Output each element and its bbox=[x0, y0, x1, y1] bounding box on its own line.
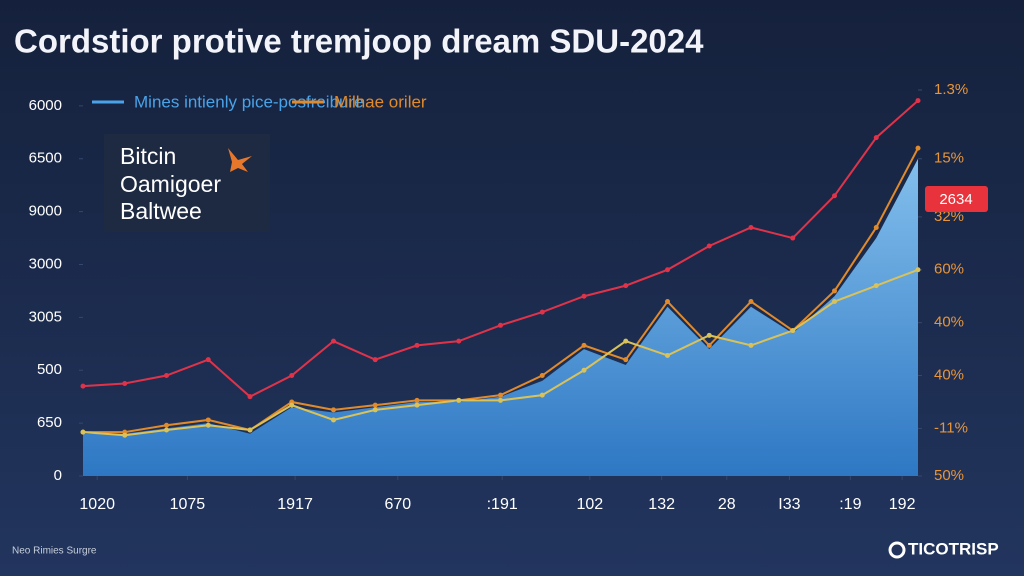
footer-left: Neo Rimies Surgre bbox=[12, 546, 97, 557]
x-tick-label: 1917 bbox=[277, 496, 313, 513]
point bbox=[247, 427, 253, 433]
y2-tick-label: 40% bbox=[934, 314, 964, 331]
x-tick-label: 1020 bbox=[79, 496, 115, 513]
leaf-icon bbox=[228, 148, 252, 172]
x-tick-label: :19 bbox=[839, 496, 861, 513]
y-tick-label: 0 bbox=[54, 467, 62, 484]
point bbox=[748, 224, 754, 230]
y-tick-label: 3000 bbox=[29, 255, 62, 272]
point bbox=[915, 145, 921, 151]
point bbox=[80, 383, 86, 389]
point bbox=[832, 299, 837, 305]
point bbox=[122, 432, 128, 438]
point bbox=[748, 299, 754, 305]
point bbox=[331, 417, 336, 423]
x-tick-label: I33 bbox=[778, 496, 800, 513]
point bbox=[164, 427, 169, 433]
point bbox=[205, 417, 211, 423]
point bbox=[665, 299, 670, 305]
y-tick-label: 9000 bbox=[29, 203, 62, 220]
point bbox=[289, 402, 295, 408]
point bbox=[623, 283, 629, 289]
y2-tick-label: 50% bbox=[934, 467, 964, 484]
point bbox=[372, 407, 378, 413]
point bbox=[80, 429, 86, 435]
badge-text: 2634 bbox=[939, 191, 972, 208]
point bbox=[873, 224, 879, 230]
point bbox=[873, 283, 879, 289]
y2-tick-label: 32% bbox=[934, 208, 964, 225]
point bbox=[456, 338, 462, 344]
point bbox=[498, 397, 503, 403]
point bbox=[414, 342, 420, 348]
y2-tick-label: -11% bbox=[934, 419, 968, 436]
point bbox=[456, 397, 462, 403]
badge bbox=[925, 186, 988, 212]
point bbox=[873, 135, 879, 141]
point bbox=[623, 338, 629, 344]
point bbox=[289, 373, 295, 379]
point bbox=[498, 322, 503, 328]
chart-title: Cordstior protive tremjoop dream SDU-202… bbox=[14, 23, 704, 60]
point bbox=[581, 367, 587, 373]
point bbox=[706, 342, 712, 348]
footer-right: TICOTRISP bbox=[908, 539, 999, 558]
point bbox=[915, 267, 921, 273]
point bbox=[748, 342, 754, 348]
area bbox=[83, 158, 918, 476]
point bbox=[372, 402, 378, 408]
y-tick-label: 650 bbox=[37, 414, 62, 431]
point bbox=[164, 422, 169, 428]
point bbox=[414, 402, 420, 408]
info-box bbox=[104, 134, 270, 232]
point bbox=[706, 243, 712, 249]
point bbox=[498, 392, 503, 398]
point bbox=[623, 357, 629, 363]
point bbox=[247, 394, 253, 400]
x-tick-label: 1075 bbox=[170, 496, 206, 513]
logo-icon bbox=[888, 541, 906, 559]
box-line: Bitcin bbox=[120, 143, 176, 169]
point bbox=[581, 342, 587, 348]
legend-label: Milhae oriler bbox=[334, 92, 427, 111]
point bbox=[164, 373, 169, 379]
y-tick-label: 3005 bbox=[29, 308, 62, 325]
x-tick-label: 132 bbox=[648, 496, 675, 513]
point bbox=[539, 373, 545, 379]
point bbox=[205, 357, 211, 363]
point bbox=[832, 193, 837, 199]
point bbox=[790, 235, 796, 241]
point bbox=[539, 392, 545, 398]
x-tick-label: 102 bbox=[576, 496, 603, 513]
x-tick-label: 670 bbox=[384, 496, 411, 513]
y2-tick-label: 15% bbox=[934, 150, 964, 167]
point bbox=[414, 397, 420, 403]
point bbox=[539, 309, 545, 315]
point bbox=[665, 267, 670, 273]
point bbox=[372, 357, 378, 363]
y-tick-label: 6500 bbox=[29, 150, 62, 167]
point bbox=[122, 380, 128, 386]
legend-label: Mines intienly pice-posfreibure bbox=[134, 92, 364, 111]
point bbox=[832, 288, 837, 294]
x-tick-label: :191 bbox=[487, 496, 518, 513]
point bbox=[581, 293, 587, 299]
point bbox=[205, 422, 211, 428]
y-tick-label: 6000 bbox=[29, 97, 62, 114]
point bbox=[665, 352, 670, 358]
point bbox=[331, 407, 336, 413]
point bbox=[790, 328, 796, 334]
x-tick-label: 28 bbox=[718, 496, 736, 513]
point bbox=[331, 338, 336, 344]
point bbox=[706, 332, 712, 338]
box-line: Baltwee bbox=[120, 198, 202, 224]
y2-tick-label: 60% bbox=[934, 261, 964, 278]
point bbox=[915, 98, 921, 104]
y-tick-label: 500 bbox=[37, 361, 62, 378]
y2-tick-label: 40% bbox=[934, 367, 964, 384]
y2-tick-label: 1.3% bbox=[934, 81, 968, 98]
box-line: Oamigoer bbox=[120, 171, 221, 197]
x-tick-label: 192 bbox=[889, 496, 916, 513]
